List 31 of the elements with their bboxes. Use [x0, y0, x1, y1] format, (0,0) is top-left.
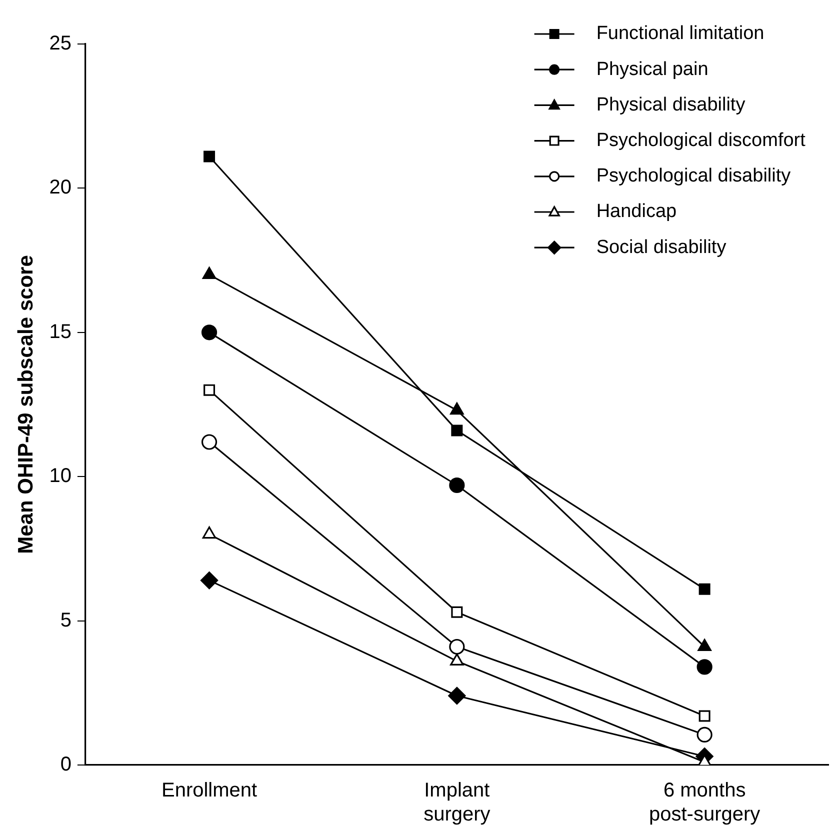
point — [696, 659, 712, 675]
point — [696, 726, 712, 743]
y-tick-label: 15 — [49, 320, 72, 343]
point — [201, 434, 218, 450]
x-tick-label: 6 months post-surgery — [648, 780, 760, 826]
legend-label: Physical pain — [596, 58, 708, 80]
point — [200, 572, 218, 590]
point — [449, 477, 465, 494]
y-tick-label: 5 — [60, 609, 72, 632]
point — [698, 583, 710, 595]
y-tick-label: 0 — [60, 754, 72, 776]
point — [449, 638, 465, 655]
point — [451, 606, 463, 618]
y-tick-label: 10 — [49, 465, 72, 488]
point — [448, 686, 466, 705]
legend-label: Handicap — [596, 201, 677, 222]
legend-label: Social disability — [596, 236, 727, 258]
point — [204, 150, 216, 162]
y-tick-label: 25 — [49, 32, 72, 55]
legend-label: Psychological discomfort — [596, 130, 806, 152]
legend-label: Physical disability — [596, 94, 746, 116]
legend-label: Functional limitation — [596, 23, 764, 44]
point — [698, 710, 710, 722]
x-tick-label: Enrollment — [161, 780, 258, 802]
point — [204, 384, 216, 396]
x-tick-label: Implant surgery — [424, 780, 490, 826]
y-tick-label: 20 — [49, 176, 72, 199]
legend-label: Psychological disability — [596, 166, 792, 187]
point — [451, 424, 463, 436]
y-axis-title: Mean OHIP-49 subscale score — [14, 255, 38, 554]
point — [201, 324, 218, 340]
